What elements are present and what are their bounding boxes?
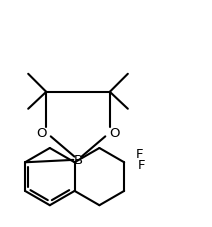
Text: B: B: [73, 153, 83, 166]
Text: F: F: [138, 159, 145, 172]
Text: F: F: [136, 147, 143, 160]
Text: O: O: [109, 126, 120, 139]
Text: O: O: [36, 126, 47, 139]
